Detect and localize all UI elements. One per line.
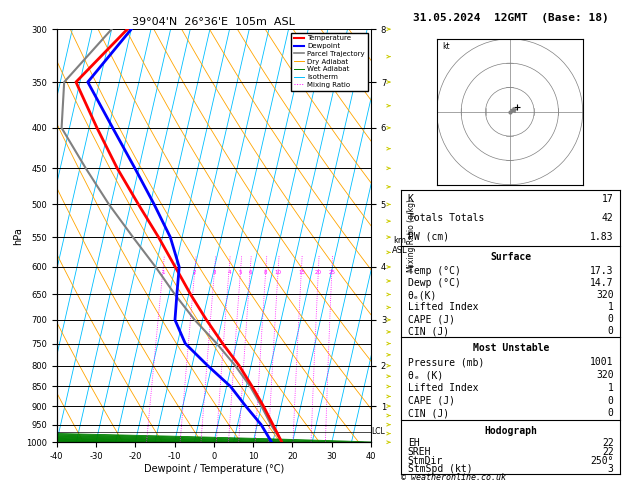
X-axis label: Dewpoint / Temperature (°C): Dewpoint / Temperature (°C) <box>144 464 284 474</box>
Text: © weatheronline.co.uk: © weatheronline.co.uk <box>401 473 506 482</box>
Text: Totals Totals: Totals Totals <box>408 213 484 223</box>
Text: Surface: Surface <box>490 252 532 262</box>
Text: 1: 1 <box>608 302 614 312</box>
Text: 1001: 1001 <box>590 357 614 367</box>
Text: Hodograph: Hodograph <box>484 426 537 435</box>
Text: 0: 0 <box>608 396 614 406</box>
Text: Lifted Index: Lifted Index <box>408 302 479 312</box>
Text: 17: 17 <box>602 194 614 204</box>
Text: 0: 0 <box>608 314 614 324</box>
Y-axis label: hPa: hPa <box>13 227 23 244</box>
Text: StmDir: StmDir <box>408 455 443 466</box>
Text: 320: 320 <box>596 290 614 300</box>
Text: 10: 10 <box>275 270 282 275</box>
Text: Pressure (mb): Pressure (mb) <box>408 357 484 367</box>
Text: 2: 2 <box>193 270 197 275</box>
Text: 3: 3 <box>608 465 614 474</box>
Text: CAPE (J): CAPE (J) <box>408 314 455 324</box>
Text: Dewp (°C): Dewp (°C) <box>408 278 461 288</box>
Title: 39°04'N  26°36'E  105m  ASL: 39°04'N 26°36'E 105m ASL <box>133 17 295 27</box>
Legend: Temperature, Dewpoint, Parcel Trajectory, Dry Adiabat, Wet Adiabat, Isotherm, Mi: Temperature, Dewpoint, Parcel Trajectory… <box>291 33 367 90</box>
Text: θₑ (K): θₑ (K) <box>408 370 443 380</box>
Text: 5: 5 <box>239 270 242 275</box>
Text: 25: 25 <box>328 270 335 275</box>
Text: StmSpd (kt): StmSpd (kt) <box>408 465 472 474</box>
Text: PW (cm): PW (cm) <box>408 232 449 242</box>
Text: CIN (J): CIN (J) <box>408 326 449 336</box>
Text: 1.83: 1.83 <box>590 232 614 242</box>
Text: Temp (°C): Temp (°C) <box>408 266 461 276</box>
Text: 0: 0 <box>608 408 614 418</box>
Text: 31.05.2024  12GMT  (Base: 18): 31.05.2024 12GMT (Base: 18) <box>413 13 609 23</box>
Text: 0: 0 <box>608 326 614 336</box>
Text: 22: 22 <box>602 438 614 448</box>
Text: Mixing Ratio (g/kg): Mixing Ratio (g/kg) <box>408 199 416 272</box>
Text: 1: 1 <box>161 270 165 275</box>
Text: K: K <box>408 194 414 204</box>
Text: EH: EH <box>408 438 420 448</box>
Text: 250°: 250° <box>590 455 614 466</box>
Text: 17.3: 17.3 <box>590 266 614 276</box>
Text: Most Unstable: Most Unstable <box>472 343 549 353</box>
Text: 320: 320 <box>596 370 614 380</box>
Text: 22: 22 <box>602 447 614 457</box>
Text: kt: kt <box>442 42 449 51</box>
Text: CAPE (J): CAPE (J) <box>408 396 455 406</box>
Text: 15: 15 <box>298 270 305 275</box>
Text: 42: 42 <box>602 213 614 223</box>
Text: 3: 3 <box>213 270 216 275</box>
Text: CIN (J): CIN (J) <box>408 408 449 418</box>
Text: 6: 6 <box>248 270 252 275</box>
Text: 14.7: 14.7 <box>590 278 614 288</box>
Text: LCL: LCL <box>371 427 385 436</box>
Text: 20: 20 <box>315 270 322 275</box>
Text: Lifted Index: Lifted Index <box>408 383 479 393</box>
Text: 8: 8 <box>264 270 267 275</box>
Text: 1: 1 <box>608 383 614 393</box>
Text: 4: 4 <box>227 270 231 275</box>
Text: θₑ(K): θₑ(K) <box>408 290 437 300</box>
Text: SREH: SREH <box>408 447 431 457</box>
Y-axis label: km
ASL: km ASL <box>392 236 408 255</box>
